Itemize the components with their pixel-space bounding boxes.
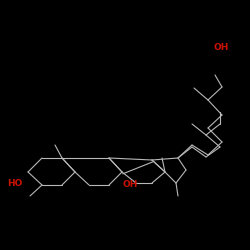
- Text: OH: OH: [214, 44, 229, 52]
- Text: OH: OH: [122, 180, 138, 189]
- Text: HO: HO: [8, 178, 23, 188]
